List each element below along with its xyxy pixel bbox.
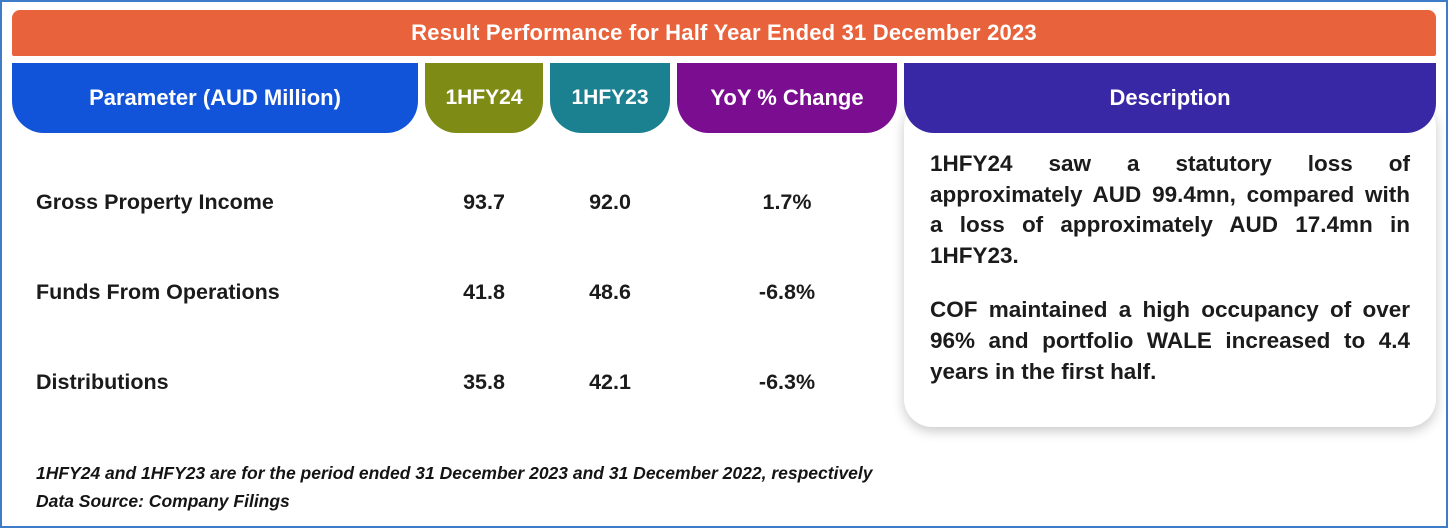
row-value-1hfy24: 35.8 [463, 369, 505, 394]
header-description: Description [904, 63, 1436, 133]
results-table: Parameter (AUD Million) 1HFY24 1HFY23 Yo… [12, 63, 1436, 427]
header-1hfy24: 1HFY24 [425, 63, 543, 133]
row-value-1hfy23: 48.6 [589, 279, 631, 304]
row-value-1hfy23: 92.0 [589, 189, 631, 214]
description-card: 1HFY24 saw a statutory loss of approxima… [904, 99, 1436, 427]
row-parameter: Funds From Operations [36, 279, 280, 304]
header-1hfy23: 1HFY23 [550, 63, 670, 133]
row-value-1hfy24: 41.8 [463, 279, 505, 304]
title-banner: Result Performance for Half Year Ended 3… [12, 10, 1436, 56]
footnote-source: Data Source: Company Filings [36, 491, 290, 511]
row-value-yoy: 1.7% [762, 189, 812, 214]
row-parameter: Gross Property Income [36, 189, 274, 214]
header-parameter: Parameter (AUD Million) [12, 63, 418, 133]
description-paragraph: COF maintained a high occupancy of over … [930, 297, 1410, 384]
page-title: Result Performance for Half Year Ended 3… [411, 20, 1037, 45]
row-value-yoy: -6.8% [758, 279, 816, 304]
row-value-yoy: -6.3% [758, 369, 816, 394]
description-paragraph: 1HFY24 saw a statutory loss of approxima… [930, 151, 1410, 268]
footnote-period: 1HFY24 and 1HFY23 are for the period end… [36, 463, 873, 483]
row-value-1hfy24: 93.7 [463, 189, 505, 214]
footnotes: 1HFY24 and 1HFY23 are for the period end… [12, 459, 1436, 515]
row-value-1hfy23: 42.1 [589, 369, 631, 394]
description-column: Description 1HFY24 saw a statutory loss … [904, 63, 1436, 427]
header-yoy-change: YoY % Change [677, 63, 897, 133]
row-parameter: Distributions [36, 369, 169, 394]
